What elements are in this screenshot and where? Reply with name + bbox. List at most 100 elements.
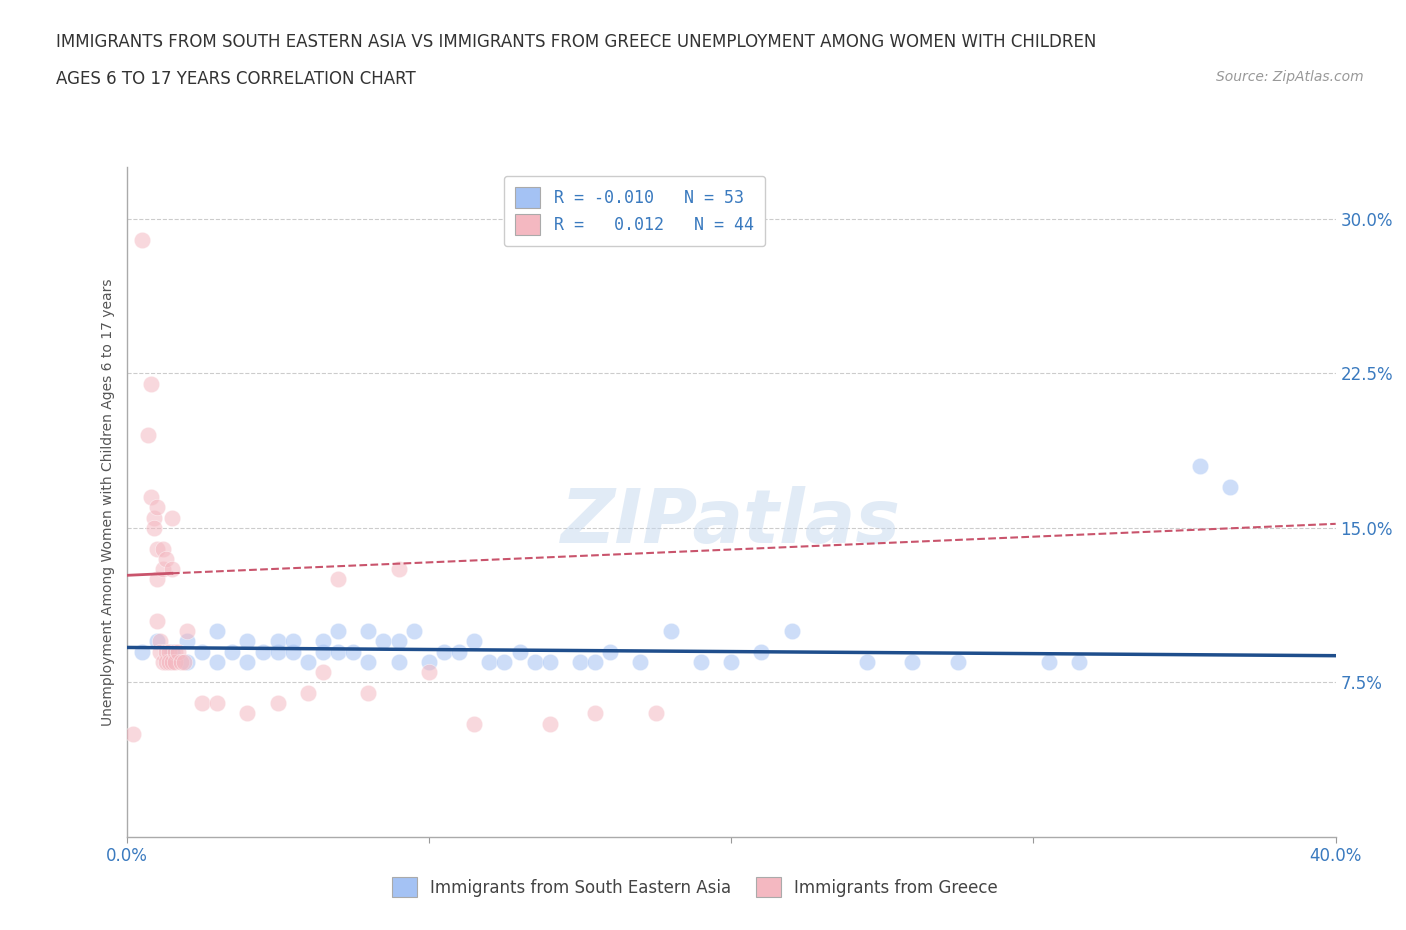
Point <box>780 623 803 638</box>
Point <box>373 634 395 649</box>
Point <box>146 500 169 515</box>
Point <box>176 623 198 638</box>
Point <box>167 644 190 659</box>
Point <box>494 655 516 670</box>
Point <box>176 634 198 649</box>
Point <box>146 572 169 587</box>
Point <box>155 644 177 659</box>
Point <box>509 644 531 659</box>
Point <box>146 613 169 628</box>
Point <box>191 696 214 711</box>
Point <box>418 665 440 680</box>
Point <box>720 655 742 670</box>
Point <box>326 623 350 638</box>
Point <box>583 706 606 721</box>
Point <box>1219 479 1241 494</box>
Point <box>160 562 183 577</box>
Point <box>463 634 485 649</box>
Point <box>236 706 259 721</box>
Point <box>155 551 177 566</box>
Point <box>1188 458 1211 473</box>
Point <box>583 655 606 670</box>
Point <box>191 644 214 659</box>
Point <box>388 655 411 670</box>
Point <box>388 634 411 649</box>
Point <box>267 696 290 711</box>
Text: IMMIGRANTS FROM SOUTH EASTERN ASIA VS IMMIGRANTS FROM GREECE UNEMPLOYMENT AMONG : IMMIGRANTS FROM SOUTH EASTERN ASIA VS IM… <box>56 33 1097 50</box>
Point <box>281 644 304 659</box>
Point <box>139 377 162 392</box>
Point <box>312 634 335 649</box>
Point <box>312 665 335 680</box>
Text: AGES 6 TO 17 YEARS CORRELATION CHART: AGES 6 TO 17 YEARS CORRELATION CHART <box>56 70 416 87</box>
Point <box>357 623 380 638</box>
Point <box>644 706 666 721</box>
Point <box>281 634 304 649</box>
Point <box>901 655 924 670</box>
Point <box>236 634 259 649</box>
Point <box>121 726 143 741</box>
Point <box>131 644 153 659</box>
Point <box>160 644 183 659</box>
Point <box>149 644 172 659</box>
Point <box>139 489 162 504</box>
Text: Source: ZipAtlas.com: Source: ZipAtlas.com <box>1216 70 1364 84</box>
Point <box>157 644 180 659</box>
Point <box>447 644 470 659</box>
Point <box>326 644 350 659</box>
Point <box>152 562 174 577</box>
Point <box>160 511 183 525</box>
Point <box>157 655 180 670</box>
Point <box>205 655 228 670</box>
Point <box>538 655 561 670</box>
Point <box>659 623 682 638</box>
Point <box>630 655 652 670</box>
Point <box>946 655 969 670</box>
Point <box>142 521 165 536</box>
Point <box>155 655 177 670</box>
Point <box>568 655 592 670</box>
Point <box>236 655 259 670</box>
Point <box>357 685 380 700</box>
Point <box>146 634 169 649</box>
Point <box>1067 655 1090 670</box>
Point <box>523 655 546 670</box>
Text: ZIPatlas: ZIPatlas <box>561 485 901 559</box>
Point <box>751 644 773 659</box>
Point <box>163 644 186 659</box>
Point <box>173 655 195 670</box>
Point <box>312 644 335 659</box>
Point <box>152 541 174 556</box>
Point <box>267 634 290 649</box>
Point <box>142 511 165 525</box>
Point <box>163 655 186 670</box>
Point <box>342 644 364 659</box>
Point <box>176 655 198 670</box>
Point <box>136 428 159 443</box>
Point <box>1038 655 1060 670</box>
Point <box>538 716 561 731</box>
Point <box>402 623 425 638</box>
Point <box>131 232 153 247</box>
Point <box>267 644 290 659</box>
Point <box>160 655 183 670</box>
Point <box>689 655 711 670</box>
Point <box>149 634 172 649</box>
Point <box>152 655 174 670</box>
Point <box>170 655 193 670</box>
Point <box>252 644 274 659</box>
Point <box>146 541 169 556</box>
Point <box>599 644 621 659</box>
Point <box>221 644 243 659</box>
Point <box>856 655 879 670</box>
Point <box>297 655 319 670</box>
Point <box>418 655 440 670</box>
Point <box>326 572 350 587</box>
Point <box>463 716 485 731</box>
Y-axis label: Unemployment Among Women with Children Ages 6 to 17 years: Unemployment Among Women with Children A… <box>101 278 115 726</box>
Point <box>205 623 228 638</box>
Legend: Immigrants from South Eastern Asia, Immigrants from Greece: Immigrants from South Eastern Asia, Immi… <box>380 865 1010 909</box>
Point <box>388 562 411 577</box>
Point <box>433 644 456 659</box>
Point <box>297 685 319 700</box>
